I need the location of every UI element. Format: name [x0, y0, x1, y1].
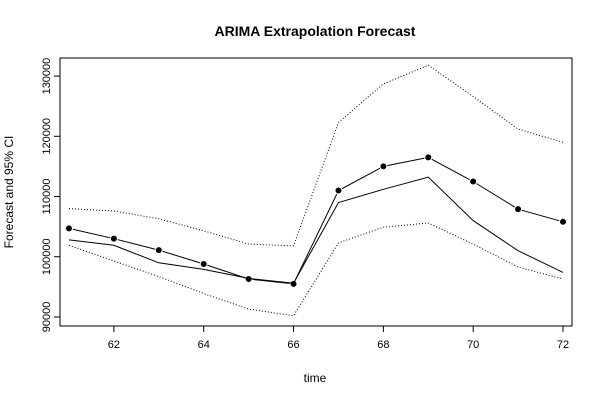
x-tick-label: 70: [467, 339, 479, 351]
x-tick-label: 72: [557, 339, 569, 351]
series-line-1: [68, 176, 564, 284]
plot-frame: [59, 57, 573, 327]
series-line-0: [68, 156, 564, 285]
data-point: [514, 205, 523, 214]
series-line-2: [68, 64, 564, 247]
data-point: [334, 186, 343, 195]
y-tick-label: 110000: [41, 179, 53, 215]
data-point: [559, 217, 568, 226]
y-tick-label: 120000: [41, 118, 53, 155]
x-tick-label: 64: [198, 339, 210, 351]
x-tick-label: 68: [377, 339, 389, 351]
data-point: [154, 246, 163, 255]
chart-title: ARIMA Extrapolation Forecast: [215, 23, 416, 39]
x-axis: 62 64 66 68 70 72: [108, 325, 569, 351]
y-axis: 90000 100000 110000 120000 130000: [41, 58, 61, 333]
data-point: [289, 279, 298, 288]
x-tick-label: 62: [108, 339, 120, 351]
y-tick-label: 90000: [41, 302, 53, 333]
x-tick-label: 66: [287, 339, 299, 351]
series-line-3: [68, 222, 564, 317]
data-point: [424, 153, 433, 162]
x-axis-label: time: [304, 371, 327, 385]
y-axis-label: Forecast and 95% CI: [2, 136, 16, 249]
data-point: [199, 259, 208, 268]
data-point: [64, 224, 73, 233]
y-tick-label: 130000: [41, 58, 53, 95]
data-point: [379, 162, 388, 171]
y-tick-label: 100000: [41, 238, 53, 275]
series-layer: [64, 64, 568, 317]
data-point: [469, 177, 478, 186]
data-point: [109, 234, 118, 243]
